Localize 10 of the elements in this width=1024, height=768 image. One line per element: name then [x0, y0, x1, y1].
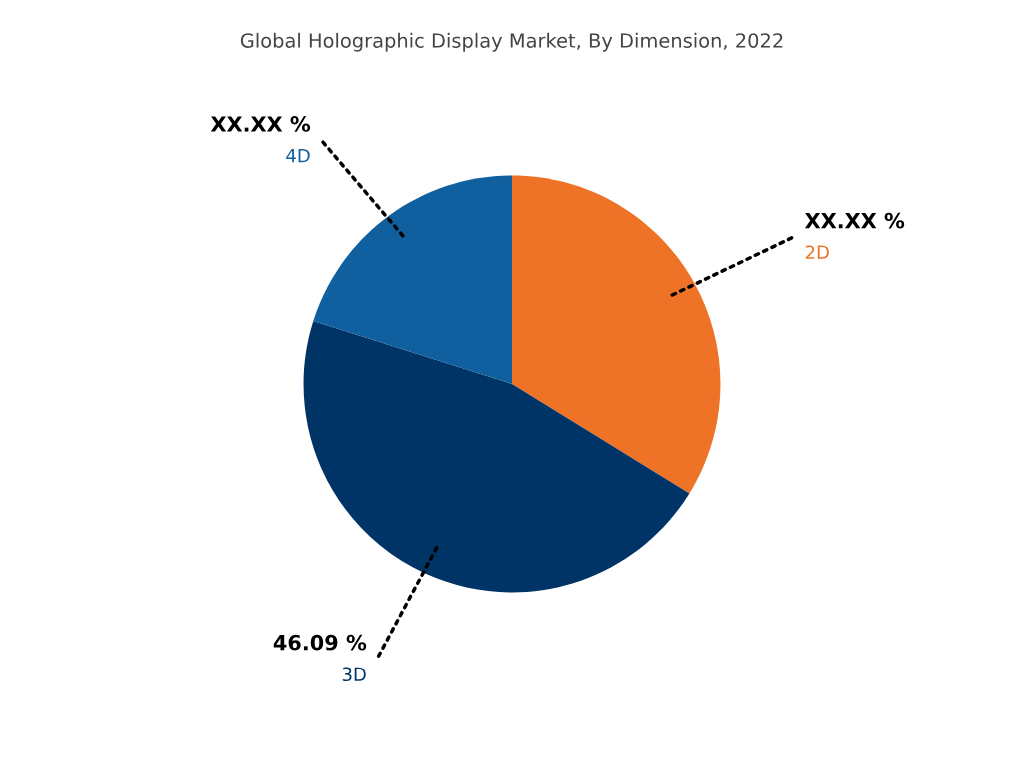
data-label: XX.XX % — [210, 116, 311, 132]
chart-title: Global Holographic Display Market, By Dimension, 2022 — [240, 32, 783, 52]
pie-slice — [512, 175, 721, 494]
data-label: XX.XX % — [804, 212, 905, 229]
data-label: 46.09 % — [273, 634, 367, 651]
pie-slice — [313, 175, 512, 384]
slice-label: 2D — [805, 245, 829, 259]
slice-label: 3D — [342, 667, 366, 682]
slice-label: 4D — [286, 148, 310, 163]
pie-slice — [303, 320, 690, 593]
